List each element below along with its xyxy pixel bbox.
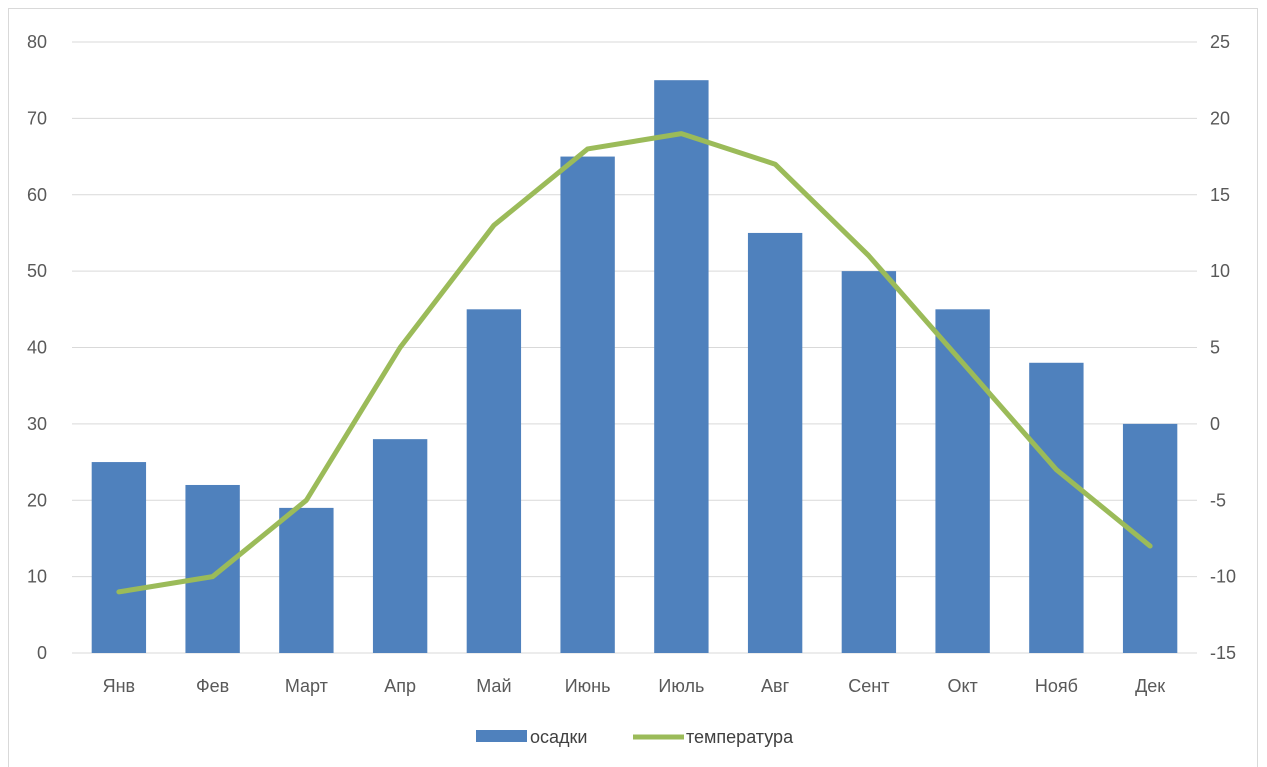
right-axis-tick-label: -5 — [1210, 490, 1226, 510]
x-axis-tick-label: Июнь — [565, 676, 611, 696]
bar-precipitation — [372, 439, 428, 653]
legend: осадки температура — [476, 727, 794, 747]
x-axis-tick-label: Янв — [103, 676, 136, 696]
bar-precipitation — [747, 232, 803, 653]
temperature-line-layer — [116, 131, 1153, 595]
left-axis-tick-label: 60 — [27, 185, 47, 205]
right-axis-tick-label: 5 — [1210, 338, 1220, 358]
left-axis-ticks: 0 10 20 30 40 50 60 70 80 — [27, 32, 47, 663]
bar-precipitation — [654, 80, 709, 653]
x-axis-tick-label: Фев — [196, 676, 229, 696]
x-axis-tick-label: Окт — [947, 676, 977, 696]
right-axis-tick-label: -10 — [1210, 567, 1236, 587]
right-axis-tick-label: 25 — [1210, 32, 1230, 52]
left-axis-tick-label: 20 — [27, 490, 47, 510]
x-axis-tick-label: Сент — [848, 676, 889, 696]
legend-swatch-precipitation — [476, 730, 527, 742]
bar-precipitation — [91, 462, 147, 653]
x-axis-tick-label: Март — [285, 676, 328, 696]
bar-precipitation — [1122, 423, 1178, 653]
x-axis-tick-label: Нояб — [1035, 676, 1078, 696]
precipitation-bars — [91, 80, 1178, 653]
x-axis-tick-label: Апр — [384, 676, 416, 696]
gridlines — [72, 41, 1197, 654]
right-axis-tick-label: 15 — [1210, 185, 1230, 205]
legend-label-precipitation: осадки — [530, 727, 587, 747]
x-axis-tick-label: Дек — [1135, 676, 1165, 696]
temperature-line — [116, 131, 1153, 595]
bar-precipitation — [841, 271, 897, 653]
bar-precipitation — [560, 156, 615, 653]
bar-precipitation — [279, 507, 334, 653]
x-axis-tick-label: Июль — [658, 676, 704, 696]
bar-precipitation — [466, 309, 522, 653]
right-axis-ticks: -15 -10 -5 0 5 10 15 20 25 — [1210, 32, 1236, 663]
left-axis-tick-label: 30 — [27, 414, 47, 434]
x-axis-ticks: Янв Фев Март Апр Май Июнь Июль Авг Сент Окт Нояб Де… — [103, 676, 1166, 696]
right-axis-tick-label: -15 — [1210, 643, 1236, 663]
right-axis-tick-label: 20 — [1210, 108, 1230, 128]
x-axis-tick-label: Авг — [761, 676, 790, 696]
left-axis-tick-label: 0 — [37, 643, 47, 663]
right-axis-tick-label: 10 — [1210, 261, 1230, 281]
left-axis-tick-label: 80 — [27, 32, 47, 52]
x-axis-tick-label: Май — [476, 676, 511, 696]
left-axis-tick-label: 50 — [27, 261, 47, 281]
bar-precipitation — [1029, 362, 1084, 653]
legend-label-temperature: температура — [686, 727, 794, 747]
right-axis-tick-label: 0 — [1210, 414, 1220, 434]
left-axis-tick-label: 40 — [27, 338, 47, 358]
left-axis-tick-label: 70 — [27, 108, 47, 128]
bar-precipitation — [185, 484, 240, 653]
bar-precipitation — [935, 309, 990, 653]
left-axis-tick-label: 10 — [27, 567, 47, 587]
